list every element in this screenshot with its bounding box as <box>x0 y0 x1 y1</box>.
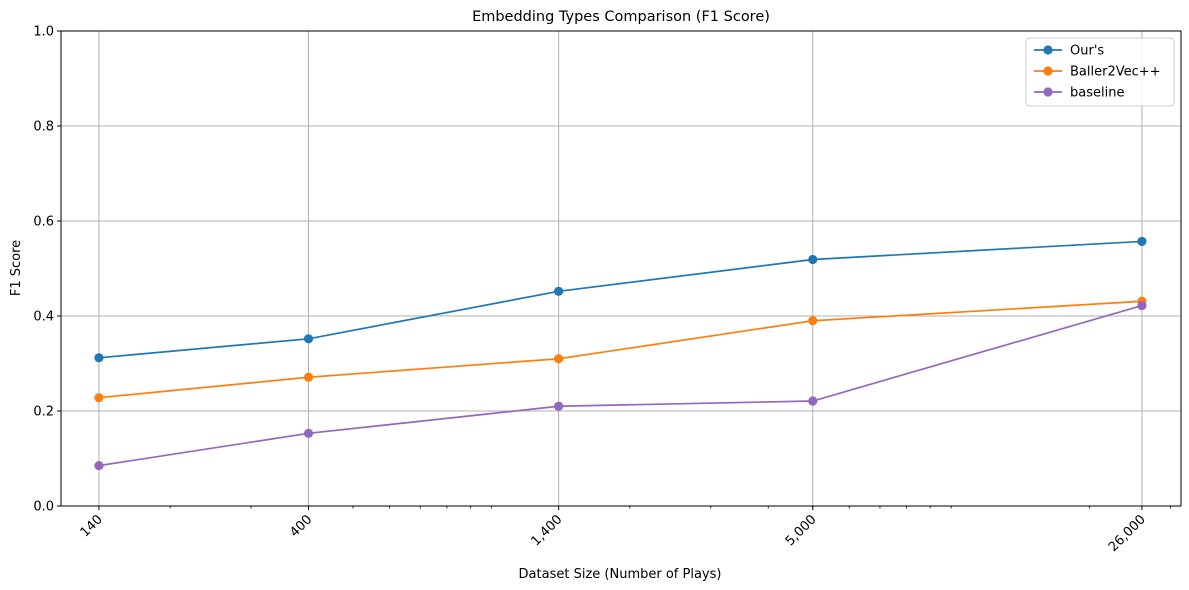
data-point <box>303 334 314 344</box>
data-point <box>1137 300 1147 311</box>
plot-frame <box>60 30 1182 507</box>
legend: Our's Baller2Vec++ baseline <box>1025 37 1175 107</box>
legend-label: Our's <box>1070 44 1104 59</box>
data-point <box>554 286 564 296</box>
data-point <box>303 428 314 438</box>
series-0 <box>94 236 1147 363</box>
data-point <box>554 354 564 364</box>
data-point <box>554 401 564 411</box>
y-axis-label: F1 Score <box>9 240 24 296</box>
y-tick-label: 0.4 <box>33 310 54 325</box>
legend-label: Baller2Vec++ <box>1070 65 1161 80</box>
data-point <box>94 393 104 403</box>
series-1 <box>94 296 1147 403</box>
data-point <box>1137 236 1147 247</box>
y-tick-label: 0.6 <box>33 215 54 230</box>
y-tick-label: 0.8 <box>33 120 54 135</box>
legend-marker <box>1043 45 1053 55</box>
series-2 <box>94 300 1147 471</box>
y-tick-label: 0.0 <box>33 500 54 515</box>
data-point <box>94 461 104 471</box>
data-point <box>808 396 818 406</box>
y-axis: 0.0 0.2 0.4 0.6 0.8 1.0 <box>33 25 61 515</box>
data-point <box>94 353 104 363</box>
legend-marker <box>1043 87 1053 97</box>
data-point <box>303 372 314 382</box>
legend-marker <box>1043 66 1053 76</box>
x-axis-label: Dataset Size (Number of Plays) <box>519 567 722 582</box>
legend-label: baseline <box>1070 86 1124 101</box>
y-tick-label: 0.2 <box>33 405 54 420</box>
y-tick-label: 1.0 <box>33 25 54 40</box>
legend-box <box>1025 37 1175 107</box>
data-point <box>808 316 818 326</box>
series-group <box>94 236 1147 471</box>
data-point <box>808 254 818 265</box>
chart-title: Embedding Types Comparison (F1 Score) <box>472 9 770 25</box>
